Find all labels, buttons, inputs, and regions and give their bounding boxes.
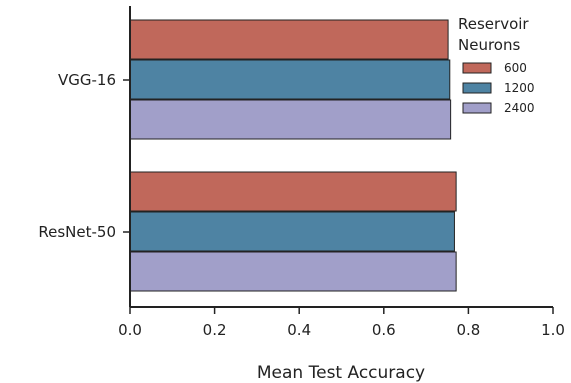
x-tick-label: 0.0 bbox=[118, 321, 142, 339]
bar-resnet-50-600 bbox=[129, 171, 457, 212]
bars-group bbox=[129, 19, 457, 292]
bar-vgg-16-1200 bbox=[129, 59, 451, 100]
legend-swatch-1200 bbox=[462, 82, 492, 94]
x-tick-label: 0.2 bbox=[203, 321, 227, 339]
x-axis-label: Mean Test Accuracy bbox=[257, 363, 425, 383]
legend-label-600: 600 bbox=[504, 61, 527, 75]
legend-swatch-600 bbox=[462, 62, 492, 74]
legend-title-line-1: Reservoir bbox=[458, 15, 529, 33]
legend-label-2400: 2400 bbox=[504, 101, 535, 115]
x-ticks-group: 0.0 0.2 0.4 0.6 0.8 1.0 bbox=[118, 307, 565, 339]
x-tick-label: 0.4 bbox=[287, 321, 311, 339]
legend-swatch-2400 bbox=[462, 102, 492, 114]
bar-resnet-50-2400 bbox=[129, 251, 457, 292]
y-tick-label: VGG-16 bbox=[58, 71, 116, 89]
y-tick-label: ResNet-50 bbox=[38, 223, 116, 241]
legend: Reservoir Neurons 600 1200 2400 bbox=[458, 15, 535, 115]
x-tick-label: 0.8 bbox=[456, 321, 480, 339]
bar-vgg-16-2400 bbox=[129, 99, 452, 140]
bar-resnet-50-1200 bbox=[129, 211, 455, 252]
legend-items: 600 1200 2400 bbox=[462, 61, 535, 115]
bar-vgg-16-600 bbox=[129, 19, 449, 60]
x-tick-label: 0.6 bbox=[372, 321, 396, 339]
legend-label-1200: 1200 bbox=[504, 81, 535, 95]
x-tick-label: 1.0 bbox=[541, 321, 565, 339]
legend-title-line-2: Neurons bbox=[458, 36, 520, 54]
y-ticks-group: VGG-16 ResNet-50 bbox=[38, 71, 130, 241]
